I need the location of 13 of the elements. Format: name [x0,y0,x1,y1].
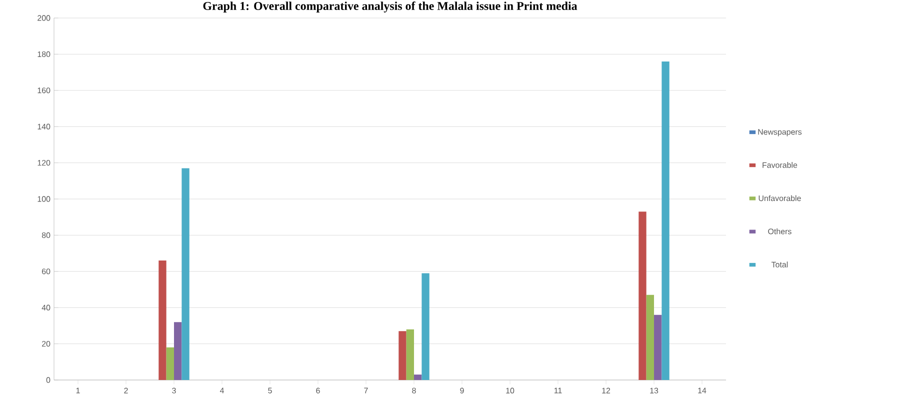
chart-title: Graph 1: Overall comparative analysis of the Malala issue in Print media [203,1,578,12]
bar [646,294,654,380]
bar [166,347,174,380]
bar [414,374,422,380]
bar [174,322,182,380]
bar [654,314,662,380]
bar [422,273,430,380]
bar [158,260,166,380]
bar [638,212,646,380]
bar [182,168,190,380]
bar [398,331,406,380]
bar [662,61,670,380]
bar [406,329,414,380]
